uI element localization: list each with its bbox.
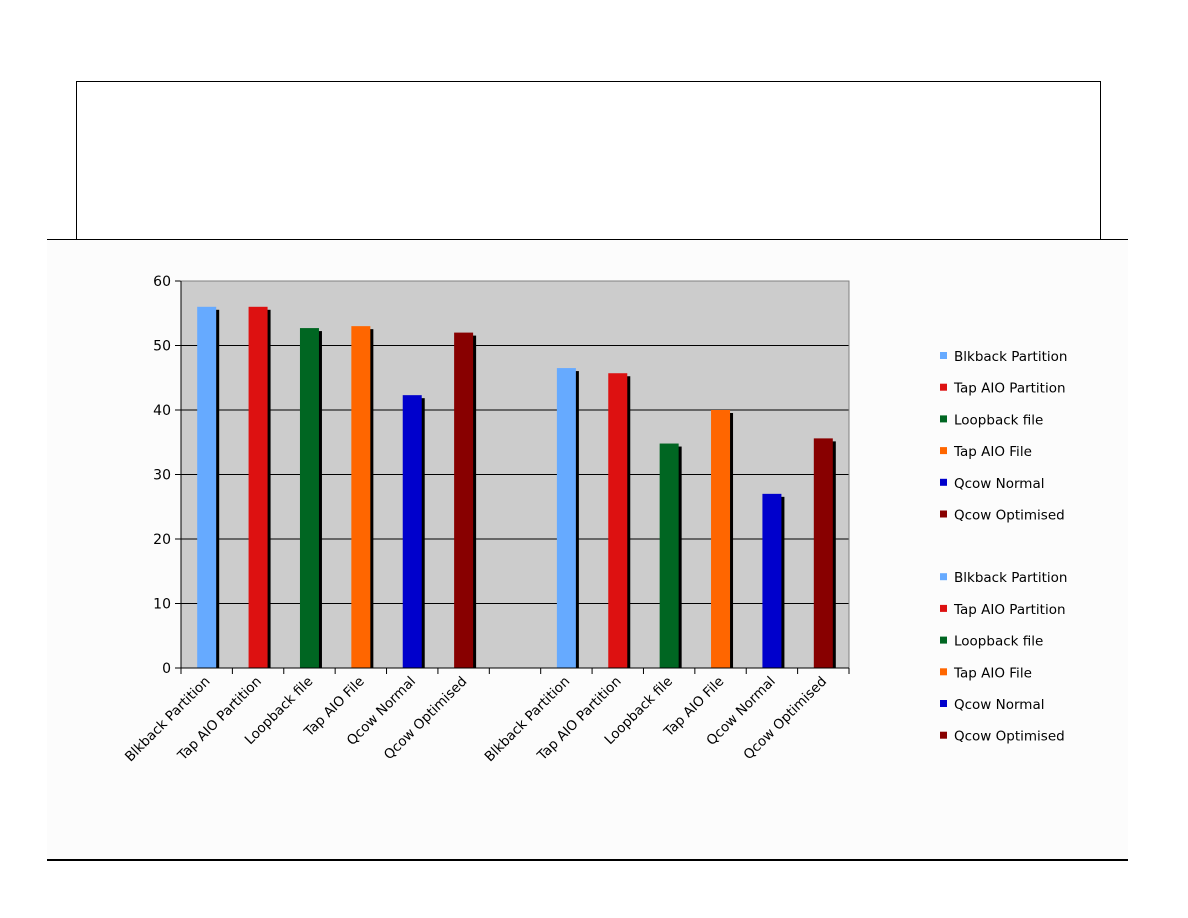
legend-label: Tap AIO Partition <box>953 381 1066 397</box>
legend-swatch <box>940 383 947 391</box>
bottom-rule <box>47 859 1128 861</box>
legend-swatch <box>940 700 947 707</box>
legend-swatch <box>940 573 947 581</box>
bar-chart: 0 10 20 30 40 50 60 Blkback Partition Tap AIO Pa… <box>122 274 1067 766</box>
legend-swatch <box>940 636 947 644</box>
legend-label: Blkback Partition <box>954 349 1067 365</box>
legend-swatch <box>940 731 947 739</box>
chart-area: 0 10 20 30 40 50 60 Blkback Partition Tap AIO Pa… <box>47 240 1128 859</box>
legend-label: Loopback file <box>954 634 1043 650</box>
legend-label: Tap AIO File <box>953 665 1032 681</box>
bar <box>711 410 731 668</box>
bar <box>813 438 833 668</box>
bar <box>608 373 628 668</box>
legend-swatch <box>940 415 947 423</box>
legend-label: Qcow Optimised <box>954 508 1065 524</box>
bar <box>556 368 576 668</box>
x-category-label: Blkback Partition <box>482 674 574 766</box>
y-tick-label: 20 <box>153 532 171 548</box>
legend-label: Tap AIO File <box>953 444 1032 460</box>
legend-label: Qcow Optimised <box>954 729 1065 745</box>
top-rule <box>47 239 1128 240</box>
bar <box>659 443 679 668</box>
title-box <box>76 81 1101 239</box>
bar <box>762 493 782 668</box>
y-tick-label: 10 <box>153 597 171 613</box>
legend-label: Qcow Normal <box>954 697 1045 713</box>
legend-label: Qcow Normal <box>954 476 1045 492</box>
legend-swatch <box>940 352 947 359</box>
bar <box>351 326 371 668</box>
y-tick-label: 50 <box>153 339 171 355</box>
legend: Blkback Partition Tap AIO Partition Loopba… <box>940 349 1067 745</box>
y-tick-label: 40 <box>153 403 171 419</box>
bar <box>248 306 268 668</box>
bars <box>197 306 836 668</box>
y-tick-label: 30 <box>153 468 171 484</box>
legend-swatch <box>940 478 947 486</box>
bar <box>454 332 474 668</box>
legend-swatch <box>940 668 947 676</box>
legend-label: Tap AIO Partition <box>953 602 1066 618</box>
x-category-label: Blkback Partition <box>122 674 214 766</box>
y-tick-label: 0 <box>162 661 171 677</box>
legend-label: Blkback Partition <box>954 570 1067 586</box>
bar <box>402 395 422 668</box>
legend-swatch <box>940 447 947 455</box>
legend-swatch <box>940 510 947 518</box>
legend-swatch <box>940 604 947 612</box>
legend-label: Loopback file <box>954 412 1043 428</box>
bar <box>197 306 217 668</box>
y-tick-label: 60 <box>153 274 171 290</box>
bar <box>299 328 319 668</box>
